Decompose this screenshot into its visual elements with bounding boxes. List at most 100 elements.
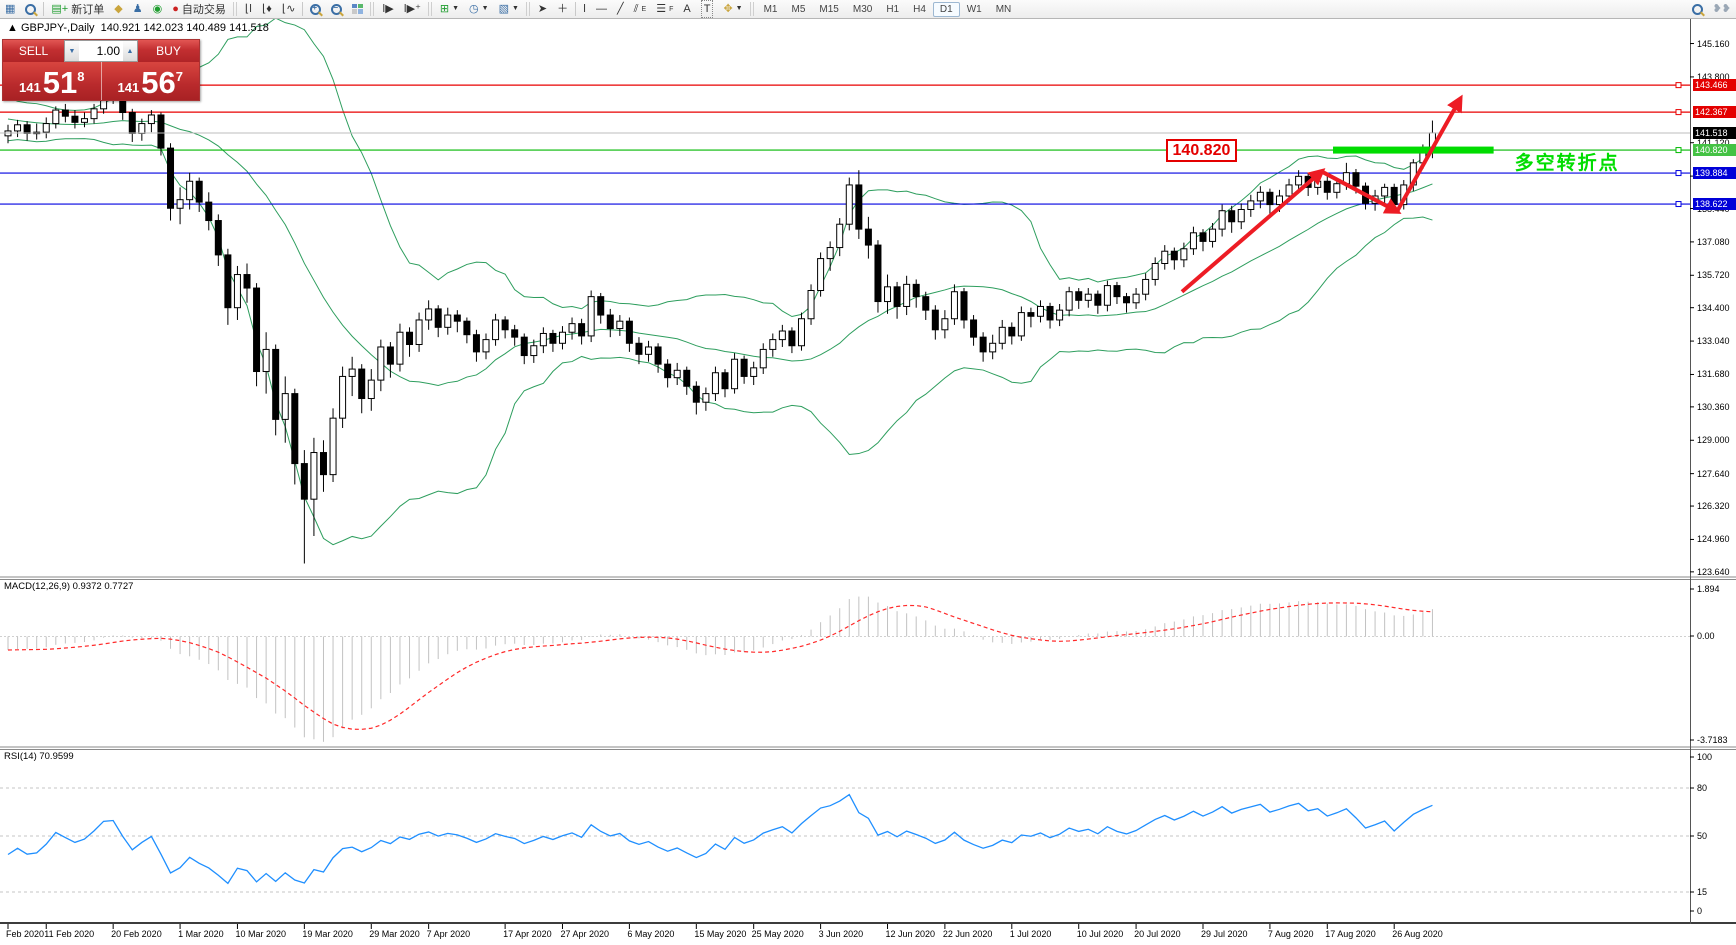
date-tick-label: 26 Aug 2020 xyxy=(1392,929,1443,939)
auto-scroll-button[interactable]: ǀ▶ xyxy=(382,3,394,15)
chart-shift-button[interactable]: ǀ▶⁺ xyxy=(403,3,421,15)
zone-caption[interactable]: 多空转折点 xyxy=(1514,153,1620,175)
date-tick-label: 17 Aug 2020 xyxy=(1325,929,1376,939)
tf-d1-button[interactable]: D1 xyxy=(932,1,960,17)
templates-button[interactable]: ▧ ▼ xyxy=(498,3,519,15)
axis-tick-label: 126.320 xyxy=(1697,501,1730,512)
sell-button[interactable]: SELL xyxy=(3,40,64,62)
date-tick-label: 17 Apr 2020 xyxy=(503,929,552,939)
zoom-out-button[interactable]: − xyxy=(326,1,347,17)
crosshair-button[interactable]: ＋ xyxy=(557,3,569,15)
sell-price-tile[interactable]: 141 51 8 xyxy=(3,62,101,100)
candle-chart-type-button[interactable]: ⌊♦ xyxy=(262,3,272,15)
rsi-label: RSI(14) 70.9599 xyxy=(4,751,74,762)
metaeditor-icon[interactable]: ◆ xyxy=(114,3,123,15)
tf-mn-button[interactable]: MN xyxy=(995,3,1012,15)
autotrading-icon: ● xyxy=(172,3,179,15)
axis-tick-label: 80 xyxy=(1697,783,1708,793)
autotrading-button[interactable]: ● 自动交易 xyxy=(167,1,231,17)
trendline-button[interactable]: ╱ xyxy=(617,3,624,15)
collapse-triangle-icon[interactable]: ▲ xyxy=(7,22,18,34)
new-order-button[interactable]: ▤+ 新订单 xyxy=(46,1,109,17)
fibonacci-button[interactable]: ☰ F xyxy=(656,3,674,15)
tf-m1-button[interactable]: M1 xyxy=(763,3,778,15)
date-tick-label: 19 Mar 2020 xyxy=(302,929,353,939)
bar-chart-type-button[interactable]: ⌊ǀ xyxy=(244,3,252,15)
volume-increase-button[interactable]: ▲ xyxy=(123,41,137,61)
indicators-button[interactable]: ⊞ ▼ xyxy=(439,3,460,15)
hline-price-badge: 142.367 xyxy=(1693,106,1736,119)
date-tick-label: 29 Mar 2020 xyxy=(369,929,420,939)
community-icon[interactable]: ♟ xyxy=(132,3,143,15)
axis-tick-label: 15 xyxy=(1697,887,1708,897)
macd-label: MACD(12,26,9) 0.9372 0.7727 xyxy=(4,581,134,592)
horizontal-line-button[interactable]: — xyxy=(596,3,607,15)
tf-m15-button[interactable]: M15 xyxy=(819,3,839,15)
axis-tick-label: 143.800 xyxy=(1697,71,1730,82)
axis-tick-label: 129.000 xyxy=(1697,435,1730,446)
hline-price-badge: 138.622 xyxy=(1693,198,1736,211)
date-tick-label: 1 Jul 2020 xyxy=(1009,929,1052,939)
date-tick-label: 20 Feb 2020 xyxy=(111,929,162,939)
search-icon[interactable] xyxy=(1687,1,1708,17)
date-tick-label: 27 Apr 2020 xyxy=(560,929,610,939)
equidistant-channel-button[interactable]: ⫽ E xyxy=(633,3,647,15)
volume-value[interactable]: 1.00 xyxy=(96,44,120,58)
volume-stepper: ▼ 1.00 ▲ xyxy=(64,40,138,62)
axis-tick-label: 50 xyxy=(1697,831,1708,841)
tf-h4-button[interactable]: H4 xyxy=(913,3,926,15)
arrows-button[interactable]: ✥ ▼ xyxy=(723,3,743,15)
axis-tick-label: -3.7183 xyxy=(1697,735,1728,745)
trend-arrow-segment[interactable] xyxy=(1395,94,1463,213)
trend-arrow-segment[interactable] xyxy=(1180,168,1326,294)
date-tick-label: 3 Jun 2020 xyxy=(818,929,864,939)
axis-tick-label: 0.00 xyxy=(1697,631,1715,641)
bollinger-bands xyxy=(7,18,1433,546)
tf-m5-button[interactable]: M5 xyxy=(791,3,806,15)
tile-windows-button[interactable] xyxy=(347,1,368,17)
symbol-period-label: GBPJPY-,Daily xyxy=(20,22,95,34)
date-tick-label: Feb 2020 xyxy=(6,929,45,939)
one-click-trading-panel: SELL ▼ 1.00 ▲ BUY 141 51 8 141 56 7 xyxy=(2,39,200,101)
chart-ohlc-header: ▲ GBPJPY-,Daily 140.921 142.023 140.489 … xyxy=(7,22,269,34)
chart-window-icon[interactable]: ▦ xyxy=(5,3,16,15)
text-button[interactable]: A xyxy=(683,3,691,15)
rsi-indicator xyxy=(0,787,1690,893)
buy-price-tile[interactable]: 141 56 7 xyxy=(100,62,199,100)
axis-tick-label: 133.040 xyxy=(1697,336,1730,347)
ohlc-values: 140.921 142.023 140.489 141.518 xyxy=(100,22,269,34)
zoom-in-button[interactable]: + xyxy=(305,1,326,17)
support-zone-bar[interactable] xyxy=(1333,146,1494,154)
axis-tick-label: 127.640 xyxy=(1697,468,1730,479)
axis-tick-label: 134.400 xyxy=(1697,302,1730,313)
tf-w1-button[interactable]: W1 xyxy=(966,3,982,15)
tf-h1-button[interactable]: H1 xyxy=(886,3,900,15)
axis-tick-label: 0 xyxy=(1697,906,1703,916)
date-tick-label: 1 Mar 2020 xyxy=(178,929,224,939)
tf-m30-button[interactable]: M30 xyxy=(852,3,873,15)
line-chart-type-button[interactable]: ⌊∿ xyxy=(281,3,296,15)
macd-indicator xyxy=(0,596,1690,742)
price-callout-140820[interactable]: 140.820 xyxy=(1165,138,1238,162)
toolbar: ▦ ▤+ 新订单 ◆ ♟ ◉ ● 自动交易 ⌊ǀ ⌊♦ ⌊∿ + − ǀ▶ ǀ▶… xyxy=(0,0,1736,19)
cursor-button[interactable]: ➤ xyxy=(537,3,548,15)
volume-decrease-button[interactable]: ▼ xyxy=(65,41,79,61)
periods-button[interactable]: ◷ ▼ xyxy=(469,3,489,15)
vertical-line-button[interactable]: ǀ xyxy=(583,3,586,15)
date-tick-label: 7 Aug 2020 xyxy=(1267,929,1314,939)
chart-preview-icon[interactable] xyxy=(20,1,41,17)
date-tick-label: 22 Jun 2020 xyxy=(942,929,993,939)
buy-button[interactable]: BUY xyxy=(138,40,199,62)
trend-arrow-segment[interactable] xyxy=(1320,169,1402,214)
chat-icon[interactable]: ❥❥ xyxy=(1712,3,1731,15)
hline-price-badge: 143.466 xyxy=(1693,79,1736,92)
axis-tick-label: 124.960 xyxy=(1697,534,1730,545)
text-label-button[interactable]: T xyxy=(696,0,719,18)
signals-icon[interactable]: ◉ xyxy=(152,3,163,15)
axis-tick-label: 100 xyxy=(1697,752,1713,762)
hline-price-badge: 140.820 xyxy=(1693,144,1736,157)
axis-tick-label: 1.894 xyxy=(1697,584,1720,594)
hline-price-badge: 139.884 xyxy=(1693,167,1736,180)
